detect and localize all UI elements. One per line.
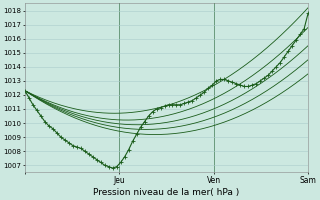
X-axis label: Pression niveau de la mer( hPa ): Pression niveau de la mer( hPa ) xyxy=(93,188,240,197)
